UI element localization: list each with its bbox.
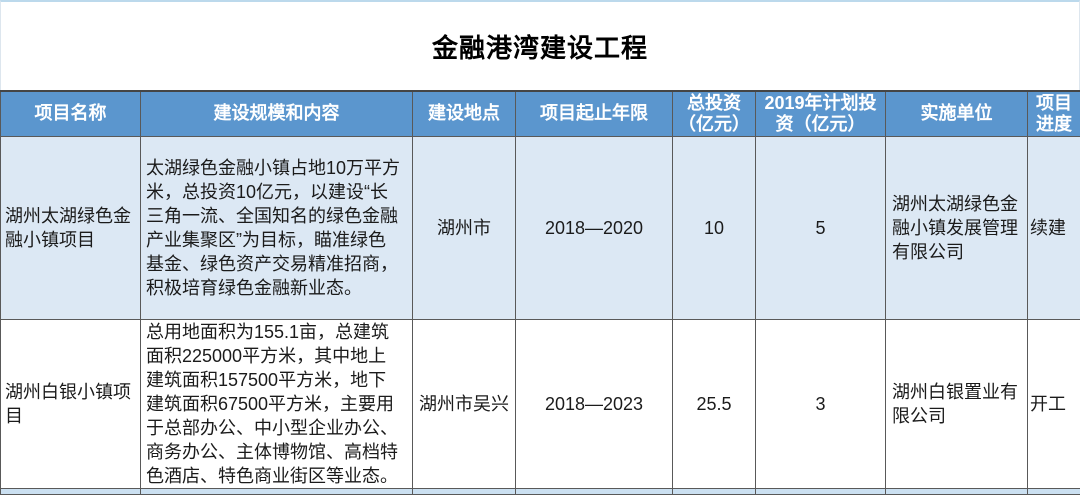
table-row: 湖州太湖绿色金 融小镇项目 太湖绿色金融小镇占地10万平方 米，总投资10亿元，… xyxy=(0,135,1080,320)
cell-period: 2018—2023 xyxy=(515,318,673,489)
cell-location: 湖州市 xyxy=(412,135,516,320)
table-row: 湖州白银小镇项 目 总用地面积为155.1亩，总建筑 面积225000平方米，其… xyxy=(0,318,1080,489)
partial-cell xyxy=(412,487,516,495)
cell-implementing-unit: 湖州白银置业有 限公司 xyxy=(885,318,1028,489)
header-location: 建设地点 xyxy=(412,90,516,137)
cell-scale-content: 太湖绿色金融小镇占地10万平方 米，总投资10亿元，以建设“长 三角一流、全国知… xyxy=(140,135,413,320)
header-total-investment: 总投资 （亿元） xyxy=(672,90,756,137)
cell-project-name: 湖州白银小镇项 目 xyxy=(0,318,141,489)
cell-project-name: 湖州太湖绿色金 融小镇项目 xyxy=(0,135,141,320)
cell-progress: 开工 xyxy=(1027,318,1080,489)
header-progress: 项目 进度 xyxy=(1027,90,1080,137)
cell-implementing-unit: 湖州太湖绿色金 融小镇发展管理 有限公司 xyxy=(885,135,1028,320)
header-project-name: 项目名称 xyxy=(0,90,141,137)
cell-period: 2018—2020 xyxy=(515,135,673,320)
cell-2019-plan: 5 xyxy=(755,135,886,320)
cell-location: 湖州市吴兴 xyxy=(412,318,516,489)
header-row: 项目名称 建设规模和内容 建设地点 项目起止年限 总投资 （亿元） 2019年计… xyxy=(0,90,1080,137)
partial-cell xyxy=(885,487,1028,495)
cell-total-investment: 25.5 xyxy=(672,318,756,489)
cell-total-investment: 10 xyxy=(672,135,756,320)
partial-cell xyxy=(140,487,413,495)
cell-scale-content: 总用地面积为155.1亩，总建筑 面积225000平方米，其中地上 建筑面积15… xyxy=(140,318,413,489)
cell-progress: 续建 xyxy=(1027,135,1080,320)
partial-cell xyxy=(1027,487,1080,495)
header-implementing-unit: 实施单位 xyxy=(885,90,1028,137)
partial-cell xyxy=(672,487,756,495)
table-title-bar: 金融港湾建设工程 xyxy=(0,0,1080,90)
cell-2019-plan: 3 xyxy=(755,318,886,489)
partial-cell xyxy=(0,487,141,495)
header-2019-plan: 2019年计划投 资（亿元） xyxy=(755,90,886,137)
projects-table: 项目名称 建设规模和内容 建设地点 项目起止年限 总投资 （亿元） 2019年计… xyxy=(0,90,1080,495)
partial-cell xyxy=(755,487,886,495)
header-scale-content: 建设规模和内容 xyxy=(140,90,413,137)
partial-next-row xyxy=(0,487,1080,495)
partial-cell xyxy=(515,487,673,495)
header-period: 项目起止年限 xyxy=(515,90,673,137)
page-title: 金融港湾建设工程 xyxy=(431,32,648,63)
